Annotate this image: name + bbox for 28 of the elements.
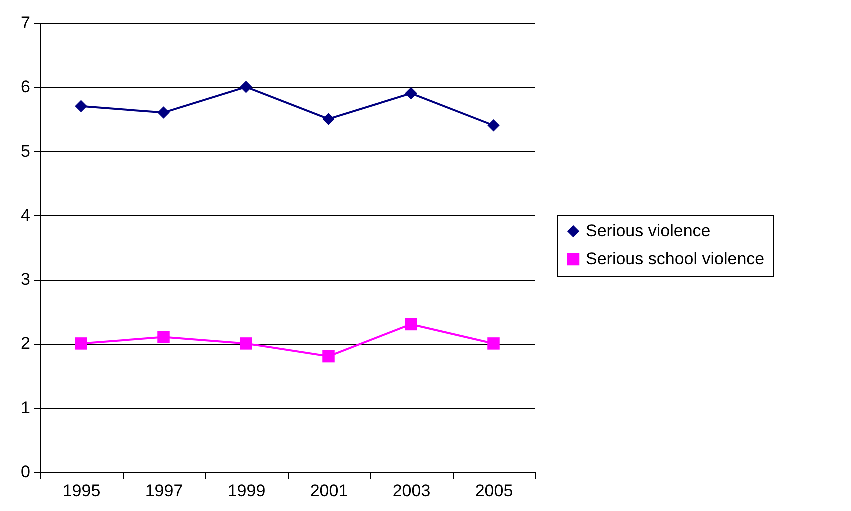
x-tick-label: 1995 <box>62 482 101 500</box>
point <box>322 350 335 363</box>
y-tick-label: 2 <box>21 334 30 354</box>
y-tick-label: 1 <box>21 398 30 418</box>
x-tick-label: 1997 <box>145 482 184 500</box>
point <box>488 120 500 132</box>
y-tick-label: 6 <box>21 78 30 97</box>
point <box>158 331 170 344</box>
y-tick-label: 4 <box>21 206 30 225</box>
point <box>240 338 252 350</box>
x-tick-label: 1999 <box>228 482 266 500</box>
point <box>240 81 252 94</box>
point <box>488 338 500 350</box>
x-tick-label: 2003 <box>392 482 431 500</box>
point <box>405 318 418 331</box>
y-tick-label: 0 <box>21 462 30 482</box>
y-tick-label: 3 <box>21 270 30 290</box>
point <box>75 100 88 113</box>
point <box>75 338 88 350</box>
x-tick-label: 2005 <box>475 482 514 500</box>
x-tick-label: 2001 <box>310 482 348 500</box>
point <box>322 113 335 126</box>
point <box>405 87 418 100</box>
point <box>158 106 170 119</box>
legend-label: Serious violence <box>586 222 711 240</box>
legend-label: Serious school violence <box>586 250 765 268</box>
y-tick-label: 7 <box>21 14 30 32</box>
y-tick-label: 5 <box>21 142 30 161</box>
